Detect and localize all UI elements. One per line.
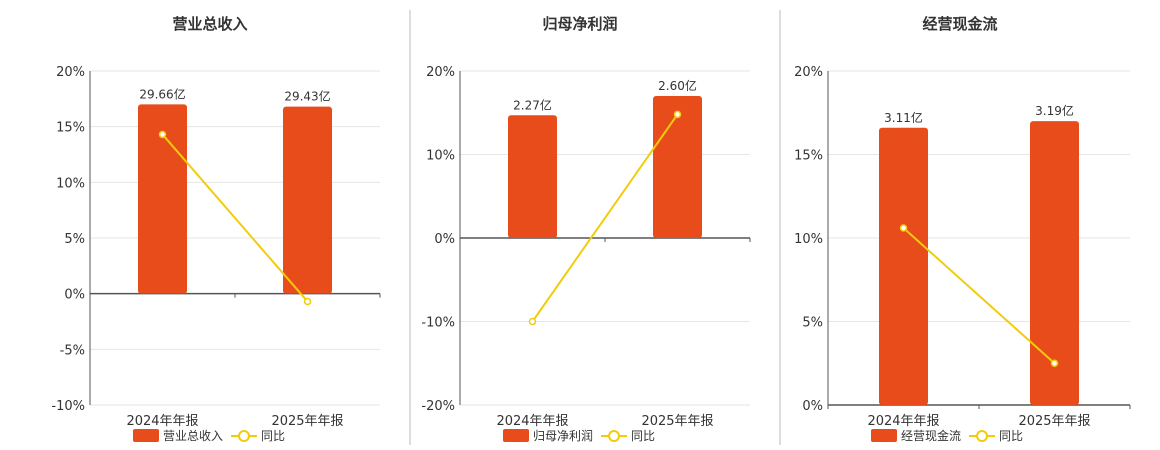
bar-data-label: 29.43亿 xyxy=(284,89,330,104)
legend-bar-label: 经营现金流 xyxy=(901,428,961,443)
bar xyxy=(138,104,187,294)
chart-title: 归母净利润 xyxy=(542,15,617,33)
x-tick-label: 2025年年报 xyxy=(271,414,343,429)
yoy-point xyxy=(528,317,537,326)
bar xyxy=(879,127,928,405)
y-tick-label: -10% xyxy=(51,399,85,414)
y-tick-label: 20% xyxy=(56,65,85,80)
yoy-point xyxy=(1050,359,1059,367)
legend-line-marker xyxy=(608,430,620,442)
x-tick-label: 2025年年报 xyxy=(641,414,713,429)
x-tick-label: 2024年年报 xyxy=(867,414,939,429)
bar xyxy=(508,115,557,238)
bar-data-label: 2.27亿 xyxy=(513,97,552,112)
y-tick-label: 10% xyxy=(426,149,455,164)
yoy-point xyxy=(158,130,167,139)
y-tick-label: 10% xyxy=(794,232,823,247)
legend-line-label: 同比 xyxy=(261,429,285,443)
legend-bar-swatch xyxy=(871,429,897,442)
chart-title: 营业总收入 xyxy=(172,15,247,33)
bar-data-label: 3.19亿 xyxy=(1035,103,1074,118)
yoy-line xyxy=(902,227,1056,364)
y-tick-label: 0% xyxy=(64,288,85,303)
yoy-point xyxy=(673,110,682,119)
x-tick-label: 2024年年报 xyxy=(126,414,198,429)
legend-bar-swatch xyxy=(133,429,159,442)
y-tick-label: -20% xyxy=(421,399,455,414)
y-tick-label: 20% xyxy=(794,65,823,80)
yoy-point xyxy=(899,224,908,232)
y-tick-label: 0% xyxy=(434,232,455,247)
y-tick-label: 0% xyxy=(802,399,823,414)
bar xyxy=(1030,121,1079,405)
legend-line-label: 同比 xyxy=(999,429,1023,443)
x-tick-label: 2025年年报 xyxy=(1018,414,1090,429)
y-tick-label: 5% xyxy=(802,316,823,331)
legend-line-marker xyxy=(976,430,988,442)
yoy-point xyxy=(303,297,312,306)
y-tick-label: -10% xyxy=(421,316,455,331)
legend-line-marker xyxy=(238,430,250,442)
bar-data-label: 2.60亿 xyxy=(658,78,697,93)
bar xyxy=(283,106,332,294)
legend-bar-label: 归母净利润 xyxy=(533,429,593,443)
y-tick-label: 10% xyxy=(56,176,85,191)
yoy-line xyxy=(161,133,309,303)
legend-bar-swatch xyxy=(503,429,529,442)
yoy-line xyxy=(531,113,679,323)
y-tick-label: 15% xyxy=(56,121,85,136)
legend-bar-label: 营业总收入 xyxy=(163,429,223,443)
legend-line-label: 同比 xyxy=(631,429,655,443)
y-tick-label: 20% xyxy=(426,65,455,80)
bar-data-label: 29.66亿 xyxy=(139,86,185,101)
y-tick-label: 15% xyxy=(794,149,823,164)
y-tick-label: -5% xyxy=(60,343,85,358)
bar-data-label: 3.11亿 xyxy=(884,110,923,125)
y-tick-label: 5% xyxy=(64,232,85,247)
x-tick-label: 2024年年报 xyxy=(496,414,568,429)
chart-title: 经营现金流 xyxy=(922,15,997,33)
